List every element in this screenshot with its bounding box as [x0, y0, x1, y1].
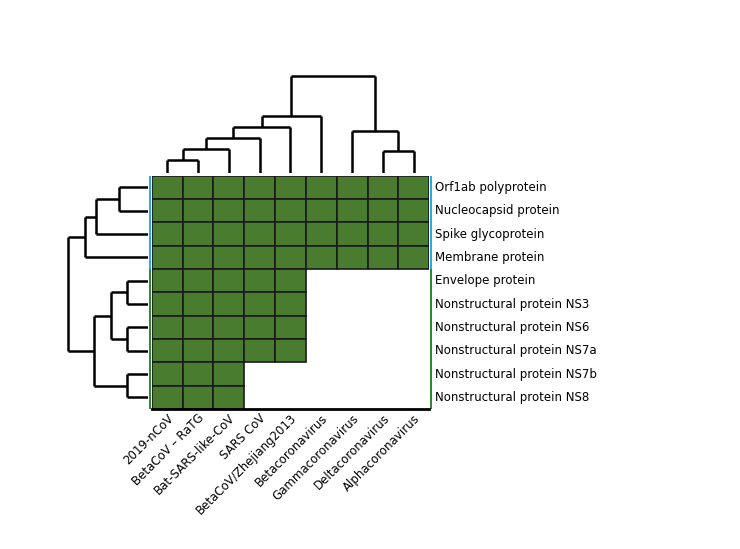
- Bar: [149, 199, 151, 222]
- Bar: [149, 385, 151, 409]
- Bar: [275, 269, 306, 292]
- Bar: [183, 385, 213, 409]
- Bar: [183, 199, 213, 222]
- Bar: [337, 222, 368, 246]
- Bar: [213, 269, 244, 292]
- Bar: [398, 176, 429, 199]
- Bar: [213, 199, 244, 222]
- Bar: [213, 292, 244, 316]
- Text: Spike glycoprotein: Spike glycoprotein: [435, 227, 545, 240]
- Text: Nucleocapsid protein: Nucleocapsid protein: [435, 204, 560, 217]
- Bar: [152, 292, 183, 316]
- Bar: [368, 199, 398, 222]
- Bar: [275, 316, 306, 339]
- Bar: [183, 339, 213, 362]
- Bar: [275, 246, 306, 269]
- Bar: [152, 246, 183, 269]
- Text: Nonstructural protein NS7a: Nonstructural protein NS7a: [435, 344, 597, 357]
- Text: Envelope protein: Envelope protein: [435, 274, 536, 287]
- Bar: [213, 246, 244, 269]
- Bar: [152, 269, 183, 292]
- Bar: [244, 222, 275, 246]
- Bar: [149, 316, 151, 339]
- Text: Nonstructural protein NS7b: Nonstructural protein NS7b: [435, 367, 597, 380]
- Bar: [398, 222, 429, 246]
- Bar: [183, 222, 213, 246]
- Bar: [152, 199, 183, 222]
- Bar: [430, 385, 432, 409]
- Bar: [430, 292, 432, 316]
- Bar: [368, 222, 398, 246]
- Bar: [152, 222, 183, 246]
- Bar: [149, 269, 151, 292]
- Bar: [149, 222, 151, 246]
- Bar: [398, 246, 429, 269]
- Bar: [306, 199, 337, 222]
- Bar: [152, 362, 183, 385]
- Bar: [213, 316, 244, 339]
- Bar: [244, 316, 275, 339]
- Bar: [244, 292, 275, 316]
- Bar: [430, 362, 432, 385]
- Bar: [213, 339, 244, 362]
- Bar: [306, 222, 337, 246]
- Bar: [275, 176, 306, 199]
- Bar: [430, 176, 432, 199]
- Bar: [306, 176, 337, 199]
- Bar: [275, 339, 306, 362]
- Bar: [337, 199, 368, 222]
- Bar: [430, 199, 432, 222]
- Bar: [306, 246, 337, 269]
- Bar: [152, 339, 183, 362]
- Bar: [152, 385, 183, 409]
- Bar: [368, 246, 398, 269]
- Bar: [149, 362, 151, 385]
- Text: Membrane protein: Membrane protein: [435, 251, 545, 264]
- Bar: [183, 176, 213, 199]
- Bar: [149, 339, 151, 362]
- Text: Nonstructural protein NS8: Nonstructural protein NS8: [435, 391, 590, 404]
- Bar: [183, 316, 213, 339]
- Bar: [152, 316, 183, 339]
- Bar: [152, 176, 183, 199]
- Bar: [337, 246, 368, 269]
- Bar: [213, 385, 244, 409]
- Bar: [244, 199, 275, 222]
- Bar: [337, 176, 368, 199]
- Bar: [244, 176, 275, 199]
- Bar: [430, 246, 432, 269]
- Bar: [149, 176, 151, 199]
- Bar: [183, 269, 213, 292]
- Bar: [275, 199, 306, 222]
- Bar: [149, 292, 151, 316]
- Bar: [183, 362, 213, 385]
- Bar: [398, 199, 429, 222]
- Bar: [430, 222, 432, 246]
- Bar: [213, 176, 244, 199]
- Bar: [430, 316, 432, 339]
- Bar: [244, 339, 275, 362]
- Bar: [430, 339, 432, 362]
- Bar: [213, 362, 244, 385]
- Bar: [244, 246, 275, 269]
- Text: Nonstructural protein NS3: Nonstructural protein NS3: [435, 298, 590, 311]
- Bar: [244, 269, 275, 292]
- Text: Orf1ab polyprotein: Orf1ab polyprotein: [435, 181, 547, 194]
- Bar: [183, 292, 213, 316]
- Text: Nonstructural protein NS6: Nonstructural protein NS6: [435, 321, 590, 334]
- Bar: [213, 222, 244, 246]
- Bar: [183, 246, 213, 269]
- Bar: [275, 222, 306, 246]
- Bar: [430, 269, 432, 292]
- Bar: [149, 246, 151, 269]
- Bar: [275, 292, 306, 316]
- Bar: [368, 176, 398, 199]
